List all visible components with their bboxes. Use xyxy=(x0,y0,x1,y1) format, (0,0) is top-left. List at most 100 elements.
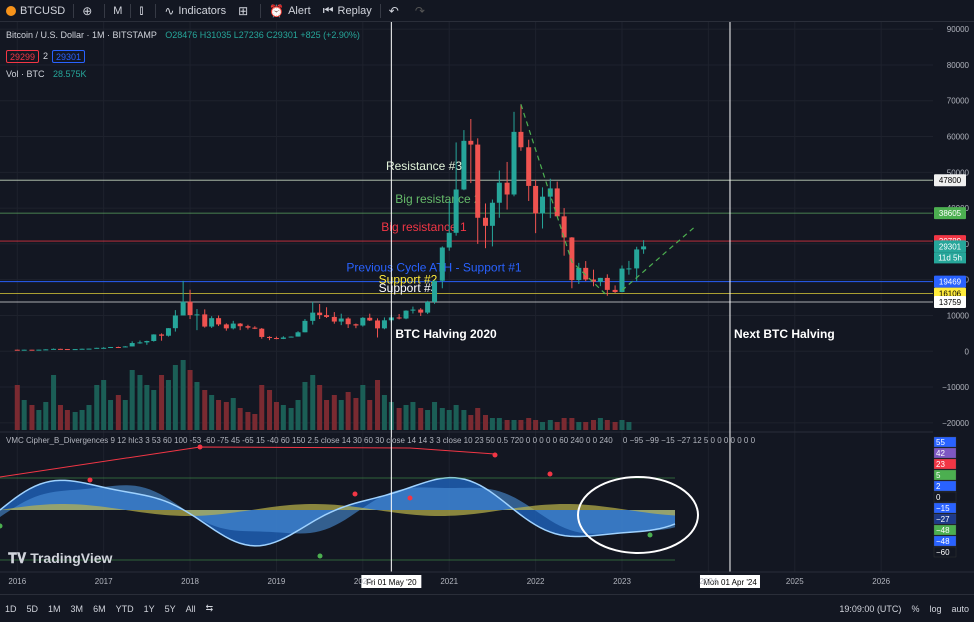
price-axis[interactable]: 9000080000700006000050000400003000020000… xyxy=(933,22,974,572)
time-tick-label: 2026 xyxy=(872,577,890,586)
candle-body xyxy=(367,317,373,321)
time-tick-label: 2020 xyxy=(354,577,372,586)
volume-bar xyxy=(604,420,610,430)
sell-dot xyxy=(492,452,498,458)
volume-bar xyxy=(489,418,495,430)
price-tick-label: 60000 xyxy=(947,133,970,142)
volume-bar xyxy=(403,405,409,430)
range-5d[interactable]: 5D xyxy=(26,603,39,614)
replay-icon: ⏮ xyxy=(322,3,334,17)
highlight-circle xyxy=(577,476,699,554)
price-tick-label: 70000 xyxy=(947,97,970,106)
volume-bar xyxy=(267,390,273,430)
replay-label: Replay xyxy=(337,4,372,17)
interval-button[interactable]: M xyxy=(107,0,128,22)
sell-dot xyxy=(197,444,203,450)
bottom-toolbar: 1D 5D 1M 3M 6M YTD 1Y 5Y All ⇆ 19:09:00 … xyxy=(0,594,974,622)
range-3m[interactable]: 3M xyxy=(70,603,84,614)
candle-body xyxy=(331,316,337,322)
volume-bar xyxy=(475,408,481,430)
candle-body xyxy=(375,320,381,329)
range-6m[interactable]: 6M xyxy=(93,603,106,614)
candle-body xyxy=(425,301,431,313)
range-1y[interactable]: 1Y xyxy=(143,603,155,614)
volume-bar xyxy=(468,415,474,430)
osc-label-bg xyxy=(933,480,957,492)
volume-bar xyxy=(273,402,279,430)
candle-body xyxy=(36,349,42,351)
volume-bar xyxy=(504,420,510,430)
halving-label: Next BTC Halving xyxy=(734,327,835,341)
volume-bar xyxy=(626,422,632,430)
candle-body xyxy=(43,349,49,351)
candle-body xyxy=(259,328,265,337)
time-axis[interactable]: 2016 2017 2018 2019 2020 2021 2022 2023 2024 2025… xyxy=(0,571,974,586)
sell-dot xyxy=(352,491,358,497)
level-label: Support #2 xyxy=(379,273,438,287)
candle-body xyxy=(518,131,524,148)
volume-bar xyxy=(432,402,438,430)
volume-bar xyxy=(137,375,143,430)
candle-body xyxy=(496,182,502,203)
range-ytd[interactable]: YTD xyxy=(115,603,134,614)
candle-body xyxy=(159,334,165,336)
level-label: Big resistance 2 xyxy=(395,192,481,206)
compare-button[interactable]: ⊕ xyxy=(76,0,102,22)
volume-bar xyxy=(453,405,459,430)
volume-bar xyxy=(345,392,351,430)
time-tick-label: 2017 xyxy=(95,577,113,586)
candle-body xyxy=(604,277,610,290)
sell-dot xyxy=(87,477,93,483)
undo-button[interactable]: ↶ xyxy=(383,0,409,22)
alert-button[interactable]: ⏰ Alert xyxy=(263,0,317,22)
volume-bar xyxy=(496,418,502,430)
candle-body xyxy=(187,301,193,316)
price-label-bg xyxy=(934,296,966,309)
chart-canvas[interactable]: Resistance #3 Big resistance 2 Big resista… xyxy=(0,22,974,594)
chart-type-button[interactable]: ⫾ xyxy=(133,0,153,22)
volume-bar xyxy=(36,410,42,430)
range-1m[interactable]: 1M xyxy=(48,603,61,614)
volume-bar xyxy=(554,422,560,430)
range-1d[interactable]: 1D xyxy=(5,603,17,614)
candles-icon: ⫾ xyxy=(139,3,144,17)
replay-button[interactable]: ⏮ Replay xyxy=(317,0,378,22)
candle-body xyxy=(230,323,236,329)
volume-bar xyxy=(280,405,286,430)
osc-label: 2 xyxy=(936,482,941,491)
indicators-button[interactable]: ∿ Indicators xyxy=(158,0,232,22)
redo-button[interactable]: ↷ xyxy=(409,0,435,22)
price-label-bg xyxy=(934,207,966,220)
indicator-values: 0 −95 −99 −15 −27 12 5 0 0 0 0 0 0 0 xyxy=(622,436,756,445)
candle-body xyxy=(612,289,618,293)
volume-title: Vol · BTC xyxy=(6,69,45,79)
sell-price-button[interactable]: 29299 xyxy=(6,50,40,63)
symbol-search[interactable]: BTCUSD xyxy=(0,0,71,22)
volume-bar xyxy=(511,420,517,430)
volume-bar xyxy=(381,395,387,430)
price-label: 19469 xyxy=(939,278,962,287)
range-all[interactable]: All xyxy=(185,603,196,614)
countdown-label-bg xyxy=(934,252,966,264)
osc-label-bg xyxy=(933,524,957,536)
candle-body xyxy=(338,318,344,322)
auto-toggle[interactable]: auto xyxy=(951,603,969,614)
log-toggle[interactable]: log xyxy=(929,603,942,614)
indicator-legend[interactable]: VMC Cipher_B_Divergences 9 12 hlc3 3 53 … xyxy=(6,436,755,445)
candle-body xyxy=(554,188,560,217)
candle-body xyxy=(418,309,424,313)
date-range-icon[interactable]: ⇆ xyxy=(205,603,214,613)
date-label-bg xyxy=(699,575,760,588)
tradingview-logo: 𝐓𝐕 TradingView xyxy=(8,550,113,566)
candle-body xyxy=(237,323,243,327)
templates-button[interactable]: ⊞ xyxy=(232,0,258,22)
osc-label-bg xyxy=(933,436,957,448)
range-5y[interactable]: 5Y xyxy=(164,603,176,614)
percent-toggle[interactable]: % xyxy=(911,603,920,614)
volume-bar xyxy=(439,408,445,430)
osc-label-bg xyxy=(933,546,957,558)
buy-price-button[interactable]: 29301 xyxy=(52,50,86,63)
volume-bar xyxy=(202,390,208,430)
volume-bar xyxy=(533,420,539,430)
osc-label-bg xyxy=(933,469,957,481)
